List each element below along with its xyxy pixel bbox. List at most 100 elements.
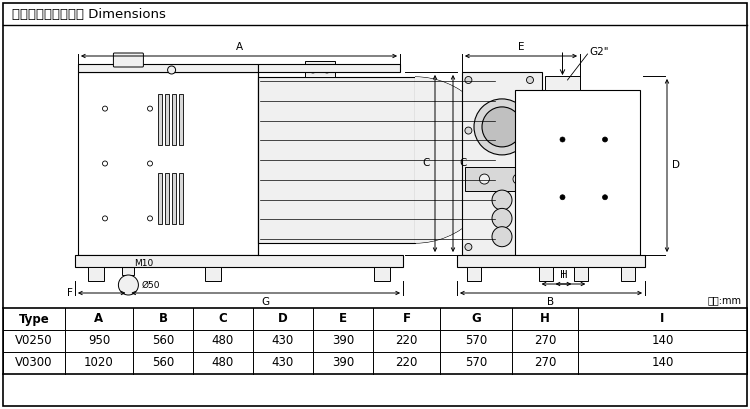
- Text: 外型尺寸及安装尺寸 Dimensions: 外型尺寸及安装尺寸 Dimensions: [12, 7, 166, 20]
- Bar: [75, 255, 403, 267]
- Text: E: E: [339, 312, 347, 326]
- Text: G: G: [471, 312, 481, 326]
- Circle shape: [309, 65, 317, 73]
- Text: 480: 480: [211, 357, 234, 369]
- Circle shape: [526, 127, 533, 134]
- Circle shape: [560, 195, 565, 200]
- Circle shape: [103, 106, 107, 111]
- Circle shape: [148, 216, 152, 221]
- Wedge shape: [415, 77, 498, 243]
- Text: G: G: [262, 297, 270, 307]
- Circle shape: [526, 243, 533, 250]
- Text: 430: 430: [272, 335, 294, 348]
- Text: 570: 570: [465, 357, 488, 369]
- Bar: [538, 267, 553, 281]
- Text: F: F: [403, 312, 410, 326]
- Text: 1020: 1020: [84, 357, 114, 369]
- Text: F: F: [68, 288, 73, 298]
- Text: 560: 560: [152, 335, 174, 348]
- Bar: [258, 77, 415, 243]
- Text: 430: 430: [272, 357, 294, 369]
- Circle shape: [482, 107, 522, 147]
- Text: 950: 950: [88, 335, 110, 348]
- Bar: [258, 64, 400, 72]
- Bar: [122, 255, 134, 275]
- Bar: [457, 255, 645, 267]
- Text: B: B: [158, 312, 167, 326]
- FancyBboxPatch shape: [113, 53, 143, 67]
- Text: Ø50: Ø50: [142, 281, 160, 290]
- Text: V0300: V0300: [15, 357, 52, 369]
- Circle shape: [513, 174, 523, 184]
- Text: E: E: [518, 42, 524, 52]
- Bar: [515, 90, 640, 255]
- Text: H: H: [560, 270, 567, 280]
- Circle shape: [602, 195, 608, 200]
- Text: A: A: [236, 42, 242, 52]
- Text: B: B: [548, 297, 554, 307]
- Circle shape: [167, 66, 176, 74]
- Text: C: C: [459, 159, 466, 169]
- Text: 390: 390: [332, 335, 354, 348]
- Text: D: D: [672, 160, 680, 171]
- Bar: [465, 167, 539, 191]
- Text: C: C: [219, 312, 227, 326]
- Text: C: C: [423, 159, 430, 169]
- Text: 220: 220: [395, 357, 418, 369]
- Bar: [462, 72, 542, 255]
- Circle shape: [465, 76, 472, 83]
- Bar: [467, 267, 481, 281]
- Bar: [206, 267, 221, 281]
- Bar: [78, 64, 258, 72]
- Text: G2": G2": [590, 47, 609, 57]
- Bar: [158, 94, 161, 145]
- Bar: [172, 94, 176, 145]
- Text: 140: 140: [651, 335, 674, 348]
- Text: 270: 270: [534, 357, 556, 369]
- Circle shape: [103, 216, 107, 221]
- Circle shape: [103, 161, 107, 166]
- Text: H: H: [540, 312, 550, 326]
- Circle shape: [148, 106, 152, 111]
- Text: V0250: V0250: [15, 335, 52, 348]
- Bar: [178, 173, 182, 224]
- Bar: [305, 61, 335, 77]
- Bar: [164, 94, 169, 145]
- Circle shape: [492, 190, 512, 210]
- Circle shape: [560, 137, 565, 142]
- Bar: [374, 267, 390, 281]
- Text: 390: 390: [332, 357, 354, 369]
- Circle shape: [323, 65, 331, 73]
- Text: 570: 570: [465, 335, 488, 348]
- Text: Type: Type: [19, 312, 50, 326]
- Circle shape: [474, 99, 530, 155]
- Bar: [158, 173, 161, 224]
- Text: 220: 220: [395, 335, 418, 348]
- Bar: [545, 76, 580, 90]
- Text: I: I: [660, 312, 664, 326]
- Bar: [574, 267, 588, 281]
- Bar: [164, 173, 169, 224]
- Bar: [178, 94, 182, 145]
- Circle shape: [602, 137, 608, 142]
- Circle shape: [526, 76, 533, 83]
- Text: M10: M10: [134, 259, 154, 268]
- Bar: [621, 267, 635, 281]
- Text: I: I: [562, 270, 565, 280]
- Circle shape: [492, 227, 512, 247]
- Circle shape: [465, 243, 472, 250]
- Text: D: D: [278, 312, 288, 326]
- Text: 480: 480: [211, 335, 234, 348]
- Circle shape: [118, 275, 139, 295]
- Circle shape: [148, 161, 152, 166]
- Bar: [78, 72, 258, 255]
- Text: 单位:mm: 单位:mm: [708, 295, 742, 305]
- Bar: [172, 173, 176, 224]
- Circle shape: [492, 209, 512, 228]
- Text: A: A: [94, 312, 104, 326]
- Circle shape: [479, 174, 490, 184]
- Bar: [88, 267, 104, 281]
- Text: 270: 270: [534, 335, 556, 348]
- Text: 560: 560: [152, 357, 174, 369]
- Circle shape: [465, 127, 472, 134]
